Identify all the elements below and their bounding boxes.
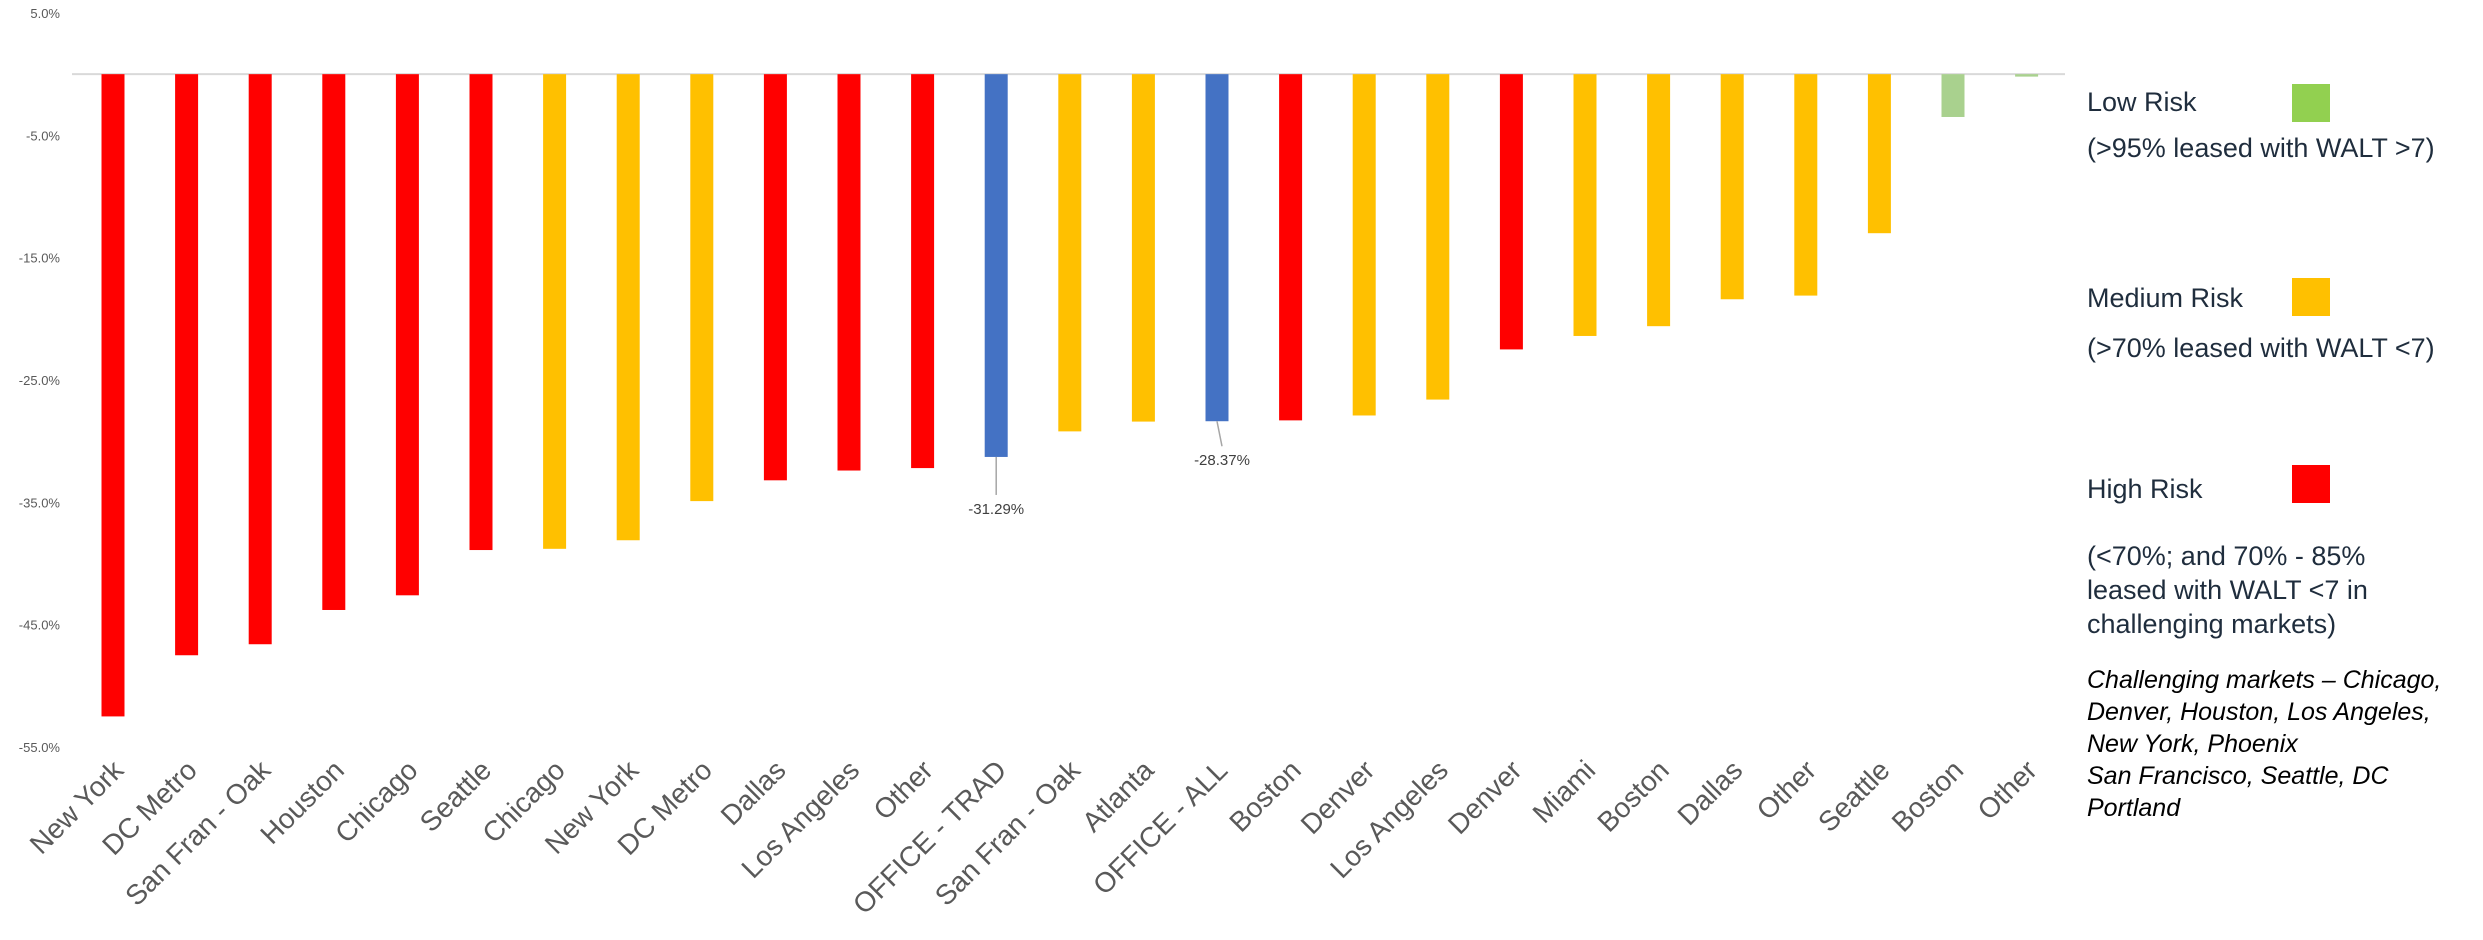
y-tick-label: -15.0%	[19, 251, 61, 266]
bars	[101, 74, 2039, 717]
risk-legend: Low Risk (>95% leased with WALT >7) Medi…	[2085, 0, 2483, 940]
x-tick-label: Other	[867, 754, 938, 825]
data-label: -28.37%	[1194, 452, 1250, 469]
bar	[1131, 74, 1155, 422]
bar	[1573, 74, 1597, 336]
legend-low-risk-description: (>95% leased with WALT >7)	[2087, 133, 2435, 163]
note-line: Challenging markets – Chicago,	[2087, 666, 2442, 694]
y-tick-label: -45.0%	[19, 618, 61, 633]
legend-high-risk-description-line-3: challenging markets)	[2087, 609, 2337, 639]
bar	[101, 74, 125, 717]
x-tick-label: OFFICE - ALL	[1087, 754, 1233, 900]
legend-high-risk-description-line-2: leased with WALT <7 in	[2087, 575, 2368, 605]
bar	[1058, 74, 1082, 432]
y-tick-label: -5.0%	[26, 128, 60, 143]
bar	[837, 74, 861, 471]
data-label-leader	[1216, 421, 1223, 447]
x-tick-label: Chicago	[329, 754, 424, 849]
bar	[1426, 74, 1450, 400]
bar	[616, 74, 640, 541]
bar	[1941, 74, 1965, 117]
legend-medium-risk-description: (>70% leased with WALT <7)	[2087, 333, 2435, 363]
bar	[469, 74, 493, 551]
legend-high-risk-swatch	[2292, 465, 2330, 503]
x-tick-label: Boston	[1591, 754, 1675, 838]
data-labels: -31.29% -28.37%	[968, 421, 1250, 518]
x-tick-label: Boston	[1886, 754, 1970, 838]
bar	[1352, 74, 1376, 416]
x-tick-label: Miami	[1527, 754, 1602, 829]
legend-high-risk-title: High Risk	[2087, 474, 2203, 504]
bar	[911, 74, 935, 469]
x-tick-label: Other	[1971, 754, 2042, 825]
x-tick-label: Other	[1751, 754, 1822, 825]
bar	[543, 74, 567, 549]
bar	[984, 74, 1008, 457]
x-tick-label: Boston	[1223, 754, 1307, 838]
y-axis: 5.0% -5.0% -15.0% -25.0% -35.0% -45.0% -55.0%	[19, 6, 61, 755]
bar	[1647, 74, 1671, 327]
note-line: Denver, Houston, Los Angeles,	[2087, 698, 2431, 726]
bar	[175, 74, 199, 656]
legend-low-risk-title: Low Risk	[2087, 87, 2197, 117]
y-tick-label: -25.0%	[19, 373, 61, 388]
bar	[1720, 74, 1744, 300]
legend-high-risk-description-line-1: (<70%; and 70% - 85%	[2087, 541, 2366, 571]
data-label: -31.29%	[968, 501, 1024, 518]
bar	[1499, 74, 1523, 350]
bar	[1279, 74, 1303, 421]
bar	[1205, 74, 1229, 422]
y-tick-label: 5.0%	[30, 6, 60, 21]
bar-chart: 5.0%-5.0%-15.0%-25.0%-35.0%-45.0%-55.0% …	[19, 6, 2065, 920]
x-tick-label: Seattle	[1812, 754, 1896, 838]
bar	[1794, 74, 1818, 296]
note-line: New York, Phoenix	[2087, 730, 2298, 758]
legend-low-risk-swatch	[2292, 84, 2330, 122]
bar	[395, 74, 419, 596]
bar	[763, 74, 787, 481]
note-line: San Francisco, Seattle, DC	[2087, 762, 2389, 790]
y-tick-label: -55.0%	[19, 740, 61, 755]
legend-medium-risk-swatch	[2292, 278, 2330, 316]
challenging-markets-note: Challenging markets – Chicago, Denver, H…	[2087, 664, 2483, 824]
legend-medium-risk-title: Medium Risk	[2087, 283, 2244, 313]
bar	[690, 74, 714, 502]
note-line: Portland	[2087, 794, 2181, 822]
x-tick-label: Denver	[1442, 754, 1528, 840]
bar	[2015, 74, 2039, 77]
bar	[1867, 74, 1891, 234]
y-tick-label: -35.0%	[19, 495, 61, 510]
bar	[322, 74, 346, 610]
x-tick-label: Dallas	[1672, 754, 1749, 831]
bar	[248, 74, 272, 645]
